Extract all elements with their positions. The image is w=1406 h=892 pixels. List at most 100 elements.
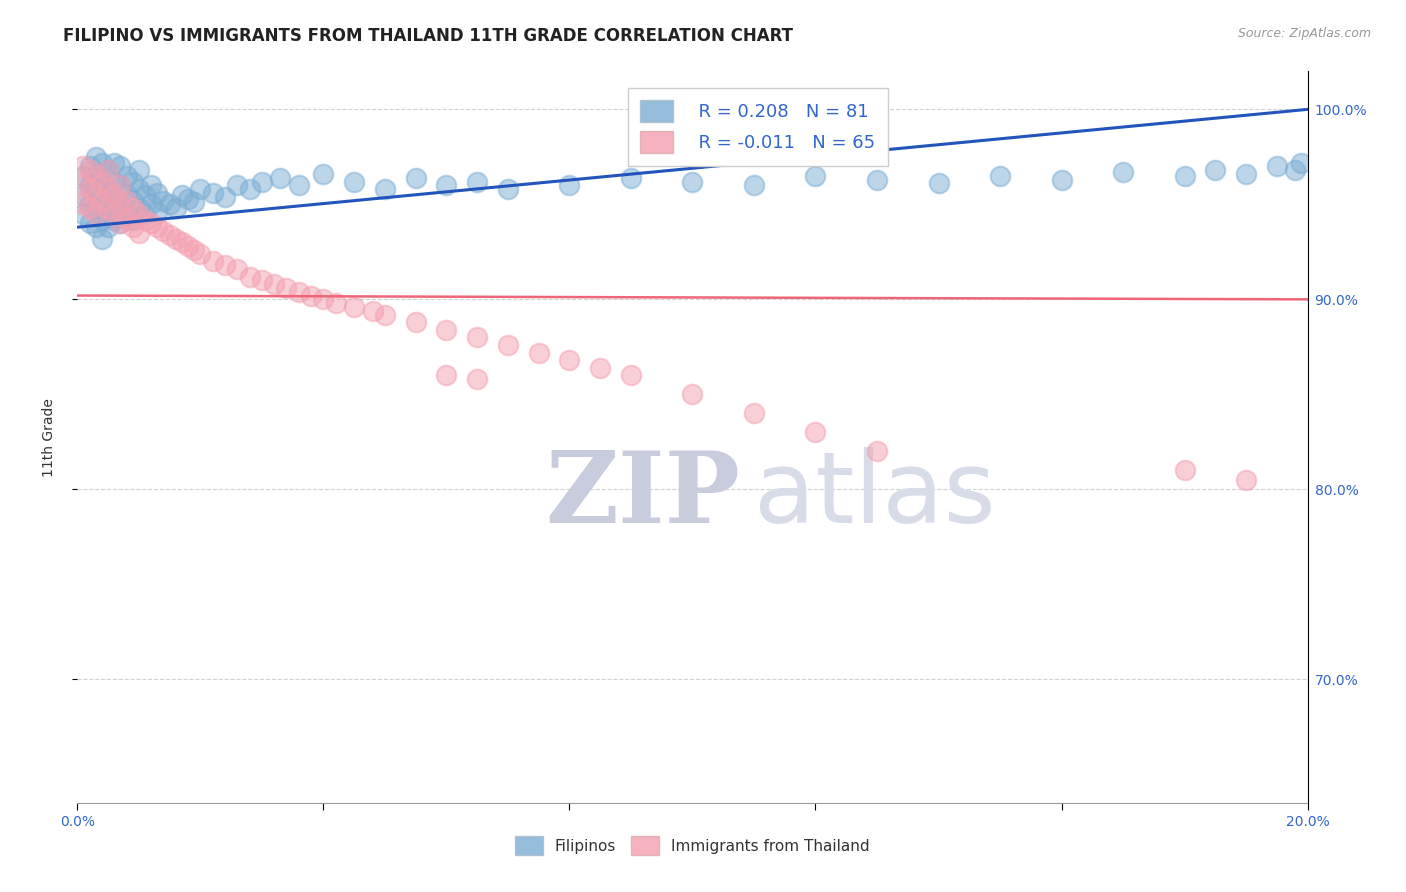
- Point: [134, 207, 156, 221]
- Point: [110, 216, 132, 230]
- Point: [226, 178, 249, 193]
- Point: [1234, 473, 1257, 487]
- Point: [374, 308, 396, 322]
- Point: [866, 444, 889, 458]
- Point: [121, 212, 143, 227]
- Point: [1265, 159, 1288, 173]
- Point: [90, 194, 114, 208]
- Point: [79, 159, 101, 173]
- Point: [465, 372, 488, 386]
- Point: [682, 175, 704, 189]
- Point: [134, 212, 156, 227]
- Text: atlas: atlas: [754, 447, 995, 544]
- Point: [115, 187, 138, 202]
- Point: [121, 201, 143, 215]
- Point: [97, 201, 120, 215]
- Point: [115, 194, 138, 208]
- Point: [84, 182, 107, 196]
- Point: [115, 169, 138, 183]
- Point: [79, 201, 101, 215]
- Point: [804, 425, 827, 440]
- Point: [152, 194, 174, 208]
- Point: [682, 387, 704, 401]
- Point: [188, 246, 212, 260]
- Point: [90, 155, 114, 169]
- Point: [121, 175, 143, 189]
- Point: [465, 175, 488, 189]
- Point: [79, 197, 101, 211]
- Point: [103, 207, 125, 221]
- Point: [465, 330, 488, 344]
- Point: [72, 207, 94, 221]
- Point: [201, 186, 224, 200]
- Point: [141, 197, 163, 211]
- Point: [804, 169, 827, 183]
- Point: [239, 269, 262, 284]
- Point: [90, 194, 114, 208]
- Point: [436, 368, 458, 383]
- Point: [201, 254, 224, 268]
- Point: [97, 163, 120, 178]
- Point: [90, 231, 114, 245]
- Point: [239, 182, 262, 196]
- Point: [496, 338, 519, 352]
- Point: [214, 258, 236, 272]
- Point: [141, 178, 163, 193]
- Point: [84, 187, 107, 202]
- Point: [405, 170, 427, 185]
- Point: [620, 170, 643, 185]
- Point: [165, 201, 187, 215]
- Point: [90, 175, 114, 189]
- Point: [128, 163, 150, 178]
- Point: [1174, 169, 1197, 183]
- Point: [72, 197, 94, 211]
- Point: [159, 197, 181, 211]
- Point: [496, 182, 519, 196]
- Point: [250, 273, 273, 287]
- Point: [159, 227, 181, 242]
- Point: [72, 187, 94, 202]
- Point: [170, 235, 193, 250]
- Point: [121, 220, 143, 235]
- Point: [146, 220, 169, 235]
- Point: [250, 175, 273, 189]
- Point: [97, 182, 120, 196]
- Point: [312, 293, 335, 307]
- Point: [110, 159, 132, 173]
- Point: [436, 178, 458, 193]
- Point: [1112, 165, 1135, 179]
- Point: [742, 406, 765, 420]
- Point: [103, 155, 125, 169]
- Point: [288, 285, 311, 299]
- Point: [84, 150, 107, 164]
- Point: [188, 182, 212, 196]
- Text: Source: ZipAtlas.com: Source: ZipAtlas.com: [1237, 27, 1371, 40]
- Point: [110, 216, 132, 230]
- Point: [183, 195, 205, 210]
- Point: [103, 175, 125, 189]
- Point: [97, 220, 120, 235]
- Point: [343, 175, 366, 189]
- Point: [146, 205, 169, 219]
- Point: [866, 172, 889, 186]
- Point: [110, 178, 132, 193]
- Point: [214, 190, 236, 204]
- Point: [84, 169, 107, 183]
- Point: [110, 197, 132, 211]
- Point: [79, 163, 101, 178]
- Text: FILIPINO VS IMMIGRANTS FROM THAILAND 11TH GRADE CORRELATION CHART: FILIPINO VS IMMIGRANTS FROM THAILAND 11T…: [63, 27, 793, 45]
- Point: [121, 194, 143, 208]
- Point: [110, 178, 132, 193]
- Point: [72, 178, 94, 193]
- Legend: Filipinos, Immigrants from Thailand: Filipinos, Immigrants from Thailand: [509, 830, 876, 861]
- Point: [299, 288, 322, 302]
- Point: [1234, 167, 1257, 181]
- Point: [405, 315, 427, 329]
- Point: [97, 182, 120, 196]
- Point: [141, 216, 163, 230]
- Point: [84, 207, 107, 221]
- Point: [103, 212, 125, 227]
- Point: [620, 368, 643, 383]
- Point: [263, 277, 285, 292]
- Point: [72, 159, 94, 173]
